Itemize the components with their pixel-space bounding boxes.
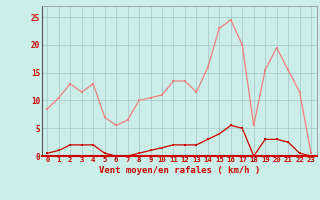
X-axis label: Vent moyen/en rafales ( km/h ): Vent moyen/en rafales ( km/h )	[99, 166, 260, 175]
